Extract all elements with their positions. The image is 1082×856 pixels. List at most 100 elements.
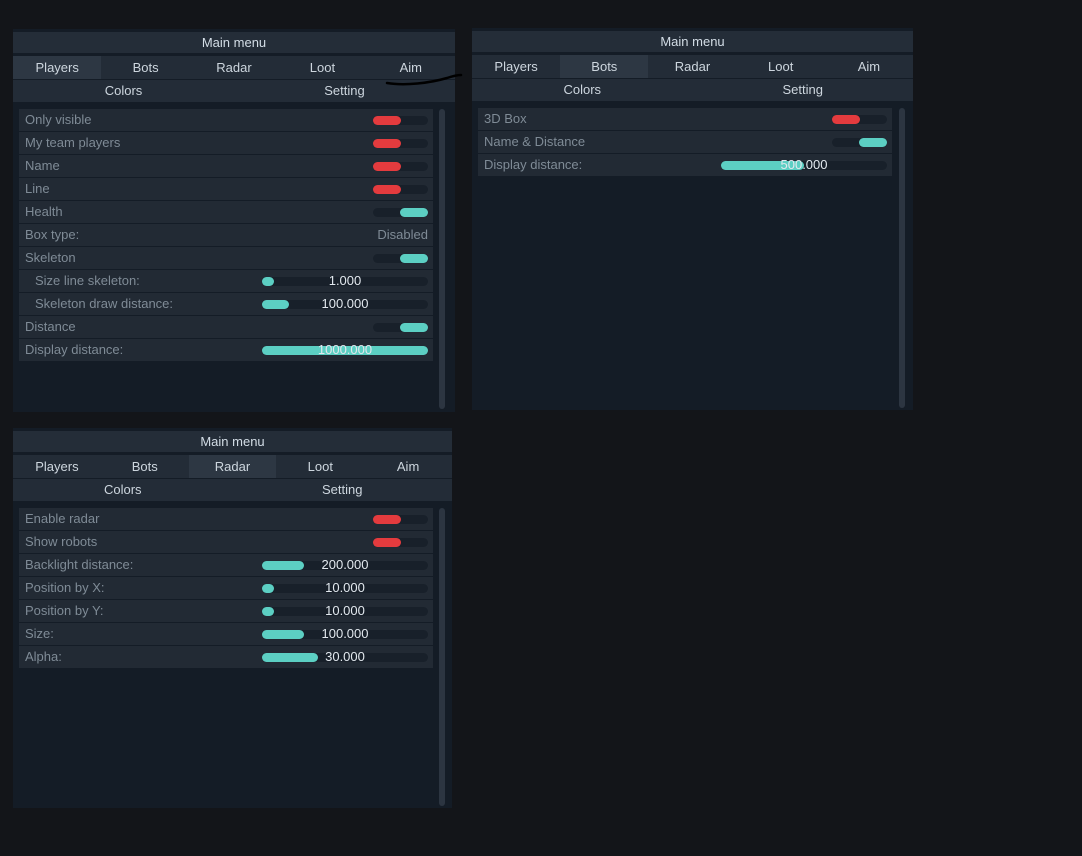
subtab-setting[interactable]: Setting: [322, 482, 363, 497]
setting-label: Name: [25, 158, 60, 173]
menu-title: Main menu: [13, 32, 455, 53]
scrollbar[interactable]: [899, 108, 905, 408]
setting-row-box-type: Box type: Disabled: [19, 224, 433, 246]
name-distance-toggle[interactable]: [832, 138, 887, 147]
position-y-slider[interactable]: 10.000: [262, 603, 428, 618]
setting-row-display-distance: Display distance: 1000.000: [19, 339, 433, 361]
slider-fill: [262, 584, 274, 593]
enable-radar-toggle[interactable]: [373, 515, 428, 524]
tab-radar[interactable]: Radar: [674, 59, 711, 74]
setting-label: Backlight distance:: [25, 557, 134, 572]
tab-aim[interactable]: Aim: [396, 459, 420, 474]
subtab-bar: Colors Setting: [13, 479, 452, 501]
skeleton-toggle[interactable]: [373, 254, 428, 263]
size-slider[interactable]: 100.000: [262, 626, 428, 641]
tab-bots[interactable]: Bots: [560, 55, 649, 78]
slider-value: 200.000: [321, 557, 369, 572]
setting-label: Alpha:: [25, 649, 62, 664]
tab-loot[interactable]: Loot: [309, 60, 336, 75]
health-toggle[interactable]: [373, 208, 428, 217]
setting-row-skeleton-draw-distance: Skeleton draw distance: 100.000: [19, 293, 433, 315]
setting-label: Position by Y:: [25, 603, 104, 618]
toggle-knob: [400, 323, 428, 332]
display-distance-slider[interactable]: 500.000: [721, 157, 887, 172]
setting-label: Skeleton draw distance:: [35, 296, 174, 311]
subtab-setting[interactable]: Setting: [782, 82, 823, 97]
scrollbar[interactable]: [439, 109, 445, 409]
setting-row-line: Line: [19, 178, 433, 200]
tab-bots[interactable]: Bots: [132, 60, 159, 75]
toggle-knob: [400, 208, 428, 217]
backlight-distance-slider[interactable]: 200.000: [262, 557, 428, 572]
tab-aim[interactable]: Aim: [857, 59, 881, 74]
subtab-setting[interactable]: Setting: [324, 83, 365, 98]
subtab-colors[interactable]: Colors: [103, 482, 142, 497]
slider-fill: [262, 346, 428, 355]
setting-row-show-robots: Show robots: [19, 531, 433, 553]
setting-row-position-y: Position by Y: 10.000: [19, 600, 433, 622]
tab-aim[interactable]: Aim: [399, 60, 423, 75]
slider-value: 100.000: [321, 296, 369, 311]
slider-value: 100.000: [321, 626, 369, 641]
setting-label: Position by X:: [25, 580, 105, 595]
setting-label: Name & Distance: [484, 134, 586, 149]
tab-radar[interactable]: Radar: [188, 455, 277, 478]
setting-row-3d-box: 3D Box: [478, 108, 892, 130]
setting-label: Line: [25, 181, 50, 196]
position-x-slider[interactable]: 10.000: [262, 580, 428, 595]
tab-bar: Players Bots Radar Loot Aim: [13, 455, 452, 478]
only-visible-toggle[interactable]: [373, 116, 428, 125]
skeleton-draw-distance-slider[interactable]: 100.000: [262, 296, 428, 311]
toggle-knob: [373, 185, 401, 194]
my-team-players-toggle[interactable]: [373, 139, 428, 148]
radar-menu-panel: Main menu Players Bots Radar Loot Aim Co…: [13, 428, 452, 808]
box-type-select[interactable]: Disabled: [377, 227, 428, 242]
subtab-bar: Colors Setting: [472, 79, 913, 101]
tab-players[interactable]: Players: [13, 56, 102, 79]
setting-row-skeleton: Skeleton: [19, 247, 433, 269]
slider-fill: [262, 607, 274, 616]
tab-players[interactable]: Players: [494, 59, 538, 74]
name-toggle[interactable]: [373, 162, 428, 171]
toggle-knob: [832, 115, 860, 124]
tab-radar[interactable]: Radar: [216, 60, 252, 75]
slider-fill: [721, 161, 804, 170]
setting-row-size: Size: 100.000: [19, 623, 433, 645]
setting-row-size-line-skeleton: Size line skeleton: 1.000: [19, 270, 433, 292]
setting-label: Size:: [25, 626, 54, 641]
players-menu-panel: Main menu Players Bots Radar Loot Aim Co…: [13, 29, 463, 412]
line-toggle[interactable]: [373, 185, 428, 194]
setting-row-name-distance: Name & Distance: [478, 131, 892, 153]
setting-label: Display distance:: [25, 342, 124, 357]
distance-toggle[interactable]: [373, 323, 428, 332]
setting-row-my-team-players: My team players: [19, 132, 433, 154]
setting-label: Show robots: [25, 534, 98, 549]
3d-box-toggle[interactable]: [832, 115, 887, 124]
tab-bots[interactable]: Bots: [131, 459, 158, 474]
settings-list: Only visible My team players Name Line H…: [19, 109, 433, 362]
setting-label: Distance: [25, 319, 76, 334]
tab-loot[interactable]: Loot: [307, 459, 333, 474]
toggle-knob: [373, 538, 401, 547]
slider-fill: [262, 561, 304, 570]
size-line-skeleton-slider[interactable]: 1.000: [262, 273, 428, 288]
display-distance-slider[interactable]: 1000.000: [262, 342, 428, 357]
tab-players[interactable]: Players: [35, 459, 79, 474]
slider-value: 10.000: [325, 603, 365, 618]
scrollbar[interactable]: [439, 508, 445, 806]
show-robots-toggle[interactable]: [373, 538, 428, 547]
slider-fill: [262, 653, 319, 662]
pen-scribble: [385, 73, 463, 86]
subtab-bar: Colors Setting: [13, 80, 455, 102]
slider-value: 500.000: [780, 157, 828, 172]
tab-bar: Players Bots Radar Loot Aim: [13, 56, 455, 79]
tab-loot[interactable]: Loot: [768, 59, 794, 74]
alpha-slider[interactable]: 30.000: [262, 649, 428, 664]
setting-label: 3D Box: [484, 111, 527, 126]
setting-label: Size line skeleton:: [35, 273, 140, 288]
subtab-colors[interactable]: Colors: [563, 82, 602, 97]
slider-fill: [262, 300, 289, 309]
subtab-colors[interactable]: Colors: [104, 83, 143, 98]
menu-title: Main menu: [472, 31, 913, 52]
menu-title: Main menu: [13, 431, 452, 452]
